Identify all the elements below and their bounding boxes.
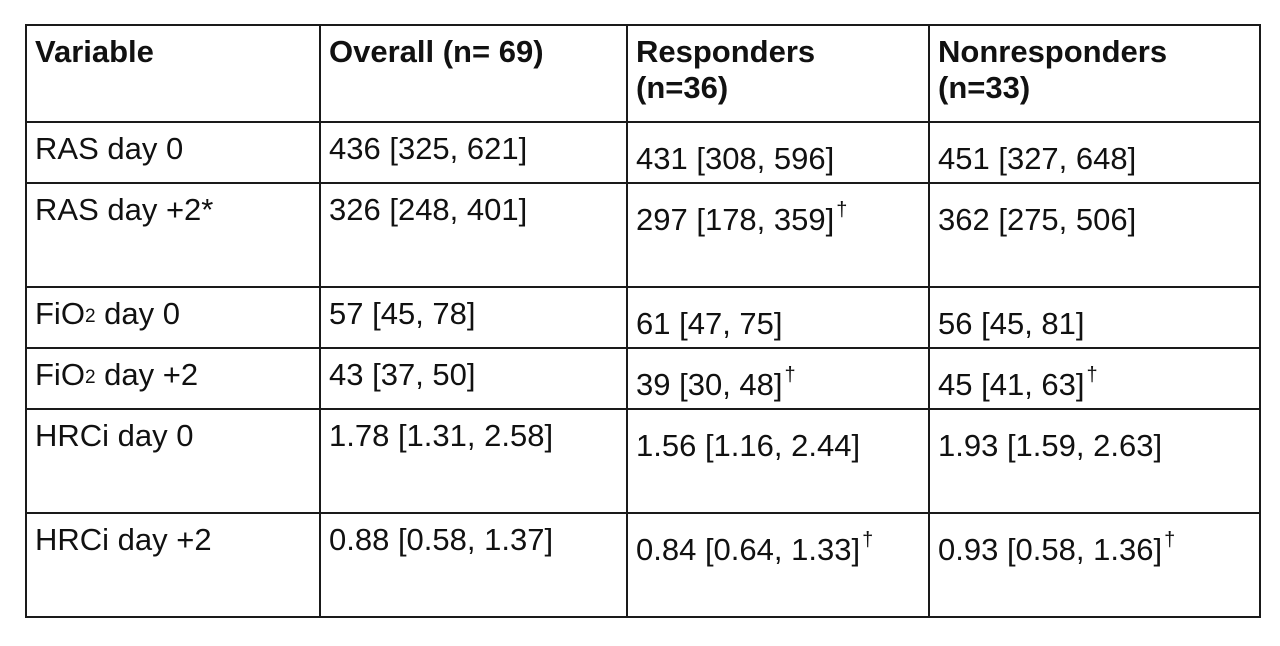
header-responders-count: (n=36) <box>636 70 729 105</box>
cell-value: 431 [308, 596] <box>636 141 835 176</box>
cell-value: 45 [41, 63] <box>938 367 1085 402</box>
row-label: RAS day 0 <box>25 121 321 184</box>
cell-overall: 1.78 [1.31, 2.58] <box>319 408 628 514</box>
label-subscript: 2 <box>84 306 96 327</box>
significance-mark: † <box>836 199 848 221</box>
row-label: FiO2 day 0 <box>25 286 321 349</box>
cell-value: 1.56 [1.16, 2.44] <box>636 428 861 463</box>
cell-value: 61 [47, 75] <box>636 306 783 341</box>
cell-nonresponders: 451 [327, 648] <box>928 121 1261 184</box>
label-suffix: day 0 <box>95 296 180 331</box>
label-suffix: day +2 <box>95 357 199 392</box>
cell-nonresponders: 1.93 [1.59, 2.63] <box>928 408 1261 514</box>
cell-responders: 0.84 [0.64, 1.33] † <box>626 512 930 618</box>
cell-overall: 57 [45, 78] <box>319 286 628 349</box>
cell-overall: 0.88 [0.58, 1.37] <box>319 512 628 618</box>
table-row: FiO2 day +2 43 [37, 50] 39 [30, 48] † 45 … <box>25 347 1261 410</box>
table-row: HRCi day 0 1.78 [1.31, 2.58] 1.56 [1.16,… <box>25 408 1261 514</box>
cell-responders: 431 [308, 596] <box>626 121 930 184</box>
cell-nonresponders: 56 [45, 81] <box>928 286 1261 349</box>
data-table-container: Variable Overall (n= 69) Responders (n=3… <box>25 24 1261 618</box>
row-label: RAS day +2* <box>25 182 321 288</box>
cell-responders: 1.56 [1.16, 2.44] <box>626 408 930 514</box>
cell-nonresponders: 362 [275, 506] <box>928 182 1261 288</box>
header-responders: Responders (n=36) <box>626 24 930 123</box>
label-prefix: FiO <box>35 357 85 392</box>
cell-value: 451 [327, 648] <box>938 141 1137 176</box>
table-row: RAS day 0 436 [325, 621] 431 [308, 596] … <box>25 121 1261 184</box>
header-nonresponders-count: (n=33) <box>938 70 1031 105</box>
cell-responders: 61 [47, 75] <box>626 286 930 349</box>
cell-responders: 39 [30, 48] † <box>626 347 930 410</box>
cell-value: 56 [45, 81] <box>938 306 1085 341</box>
row-label: HRCi day 0 <box>25 408 321 514</box>
table-header-row: Variable Overall (n= 69) Responders (n=3… <box>25 24 1261 123</box>
table-row: FiO2 day 0 57 [45, 78] 61 [47, 75] 56 [4… <box>25 286 1261 349</box>
row-label: HRCi day +2 <box>25 512 321 618</box>
significance-mark: † <box>1164 529 1176 551</box>
cell-value: 1.93 [1.59, 2.63] <box>938 428 1163 463</box>
cell-value: 0.93 [0.58, 1.36] <box>938 532 1163 567</box>
cell-nonresponders: 0.93 [0.58, 1.36] † <box>928 512 1261 618</box>
cell-overall: 326 [248, 401] <box>319 182 628 288</box>
cell-overall: 43 [37, 50] <box>319 347 628 410</box>
cell-responders: 297 [178, 359] † <box>626 182 930 288</box>
cell-value: 0.84 [0.64, 1.33] <box>636 532 861 567</box>
header-responders-title: Responders <box>636 34 816 69</box>
table-row: HRCi day +2 0.88 [0.58, 1.37] 0.84 [0.64… <box>25 512 1261 618</box>
header-variable: Variable <box>25 24 321 123</box>
cell-value: 362 [275, 506] <box>938 202 1137 237</box>
cell-nonresponders: 45 [41, 63] † <box>928 347 1261 410</box>
header-overall: Overall (n= 69) <box>319 24 628 123</box>
cell-value: 297 [178, 359] <box>636 202 835 237</box>
header-nonresponders: Nonresponders (n=33) <box>928 24 1261 123</box>
significance-mark: † <box>862 529 874 551</box>
significance-mark: † <box>784 364 796 386</box>
results-table: Variable Overall (n= 69) Responders (n=3… <box>25 24 1261 618</box>
significance-mark: † <box>1086 364 1098 386</box>
label-subscript: 2 <box>84 367 96 388</box>
row-label: FiO2 day +2 <box>25 347 321 410</box>
label-prefix: FiO <box>35 296 85 331</box>
table-row: RAS day +2* 326 [248, 401] 297 [178, 359… <box>25 182 1261 288</box>
header-nonresponders-title: Nonresponders <box>938 34 1168 69</box>
cell-value: 39 [30, 48] <box>636 367 783 402</box>
cell-overall: 436 [325, 621] <box>319 121 628 184</box>
